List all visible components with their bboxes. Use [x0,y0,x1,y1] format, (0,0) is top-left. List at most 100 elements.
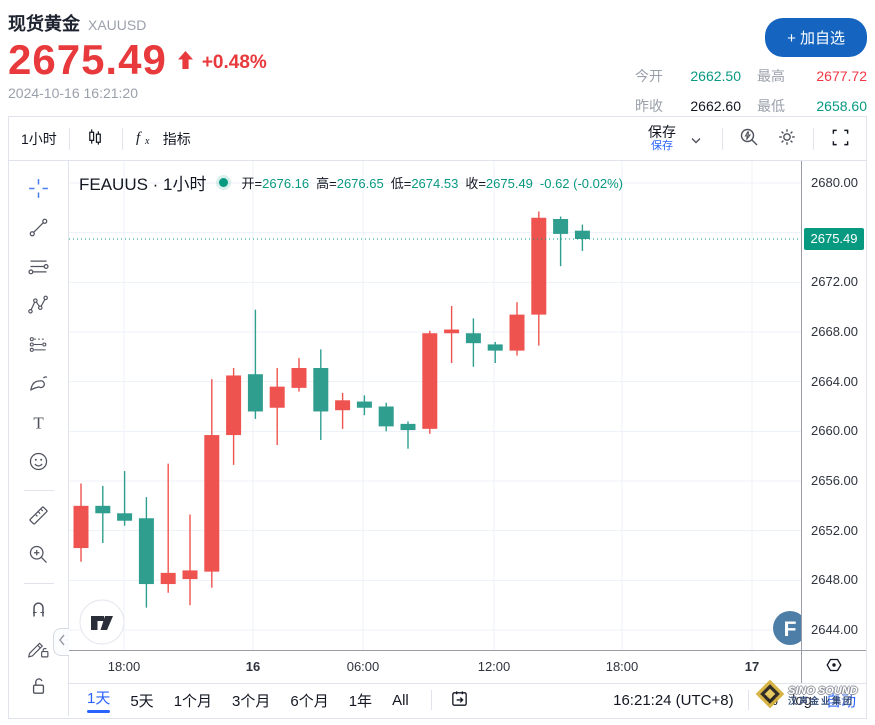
market-open-dot-icon [218,178,228,187]
svg-text:f: f [136,130,142,146]
settings-gear-icon [777,127,797,150]
candle-3 [117,471,133,526]
chevron-left-icon [58,633,66,651]
candle-23 [553,216,569,267]
candle-20 [487,341,503,364]
candle-body [553,219,569,234]
candle-9 [247,309,263,419]
time-tick: 17 [744,659,760,674]
interval-button[interactable]: 1小时 [21,129,57,149]
xabcd-pattern-icon [26,293,51,323]
range-button-5天[interactable]: 5天 [130,692,154,710]
save-label: 保存 [648,123,676,140]
settings-button[interactable] [773,125,801,153]
text-tool[interactable]: T [9,405,68,444]
calendar-goto-icon [450,689,469,712]
candle-body [291,368,307,388]
zoom-in-tool[interactable] [9,537,68,576]
time-axis[interactable]: 18:00 16 06:00 12:00 18:00 17 [69,650,801,683]
range-button-6个月[interactable]: 6个月 [290,692,329,710]
candle-body [95,505,111,514]
symbol-row: 现货黄金 XAUUSD [8,10,867,36]
candle-22 [531,211,547,346]
save-button[interactable]: 保存 保存 [648,123,676,153]
quick-search-icon [739,127,759,150]
time-tick: 18:00 [605,659,639,674]
magnet-tool[interactable] [9,591,68,630]
chart-pane[interactable]: FEAUUS · 1小时 开=2676.16 高=2676.65 低=2674.53… [69,161,801,650]
fullscreen-button[interactable] [826,125,854,153]
fib-retracement-tool[interactable] [9,249,68,288]
price-tick: 2644.00 [811,622,858,637]
axis-settings-icon [824,655,844,680]
candle-body [574,230,590,239]
indicators-label: 指标 [162,130,191,147]
legend-label: 开= [241,176,263,191]
save-dropdown-button[interactable] [682,125,710,153]
range-button-All[interactable]: All [392,691,409,709]
add-watchlist-button[interactable]: + 加自选 [765,18,867,57]
price-tick: 2652.00 [811,522,858,538]
candle-8 [226,368,242,465]
toolbar-divider [121,127,123,150]
clock[interactable]: 16:21:24 (UTC+8) [613,691,734,709]
quote-header: 现货黄金 XAUUSD 2675.49 +0.48% 2024-10-16 16… [0,0,875,116]
legend-value: 2674.53 [411,176,459,191]
candle-body [444,329,460,334]
candle-1 [73,483,89,562]
candle-body [335,400,351,411]
log-scale-button[interactable]: log [791,691,812,709]
symbol-code: XAUUSD [88,17,147,33]
candle-body [356,401,372,408]
brush-tool[interactable] [9,366,68,405]
price-tick: 2648.00 [811,572,858,588]
candle-body [204,435,220,572]
candle-24 [574,224,590,251]
drawing-toolbar: T [9,161,69,716]
lock-all-tool[interactable] [9,669,68,708]
price-row: 2675.49 +0.48% [8,37,867,82]
current-price-badge: 2675.49 [804,227,864,250]
candle-6 [182,514,198,606]
candle-body [73,505,89,549]
chart-type-button[interactable] [82,125,110,153]
range-button-3个月[interactable]: 3个月 [232,692,271,710]
emoji-tool[interactable] [9,444,68,483]
price-tick: 2660.00 [811,423,858,439]
stat-label: 今开 [635,68,663,84]
auto-scale-button[interactable]: 自动 [825,692,856,710]
forecast-position-tool[interactable] [9,327,68,366]
tools-divider [23,583,54,584]
candle-body [531,217,547,315]
axis-corner[interactable] [801,650,866,683]
ruler-tool[interactable] [9,498,68,537]
legend-value: 2676.65 [336,176,384,191]
stat-value: 2658.60 [816,98,867,114]
range-button-1个月[interactable]: 1个月 [173,692,213,710]
range-button-1天[interactable]: 1天 [87,687,110,713]
goto-date-button[interactable] [446,686,474,714]
trend-line-tool[interactable] [9,210,68,249]
quick-search-button[interactable] [735,125,763,153]
crosshair-tool[interactable] [9,171,68,210]
toolbar-collapse-handle[interactable] [53,628,69,656]
candle-body [138,518,154,585]
percent-scale-button[interactable]: % [764,691,778,709]
stat-value: 2662.50 [690,68,741,84]
stat-label: 昨收 [635,98,663,114]
forecast-position-icon [26,332,51,362]
save-tooltip: 保存 [651,140,673,153]
drawing-edit-lock-tool[interactable] [9,630,68,669]
range-button-1年[interactable]: 1年 [348,692,373,710]
price-tick: 2680.00 [811,175,858,190]
price-axis[interactable]: 2680.00 2672.00 2668.00 2664.00 2660.00 2656.… [801,161,866,650]
candle-14 [356,395,372,416]
tradingview-logo-icon[interactable] [79,599,125,645]
xabcd-pattern-tool[interactable] [9,288,68,327]
time-tick: 16 [245,659,261,674]
candlestick-chart[interactable] [69,161,801,650]
